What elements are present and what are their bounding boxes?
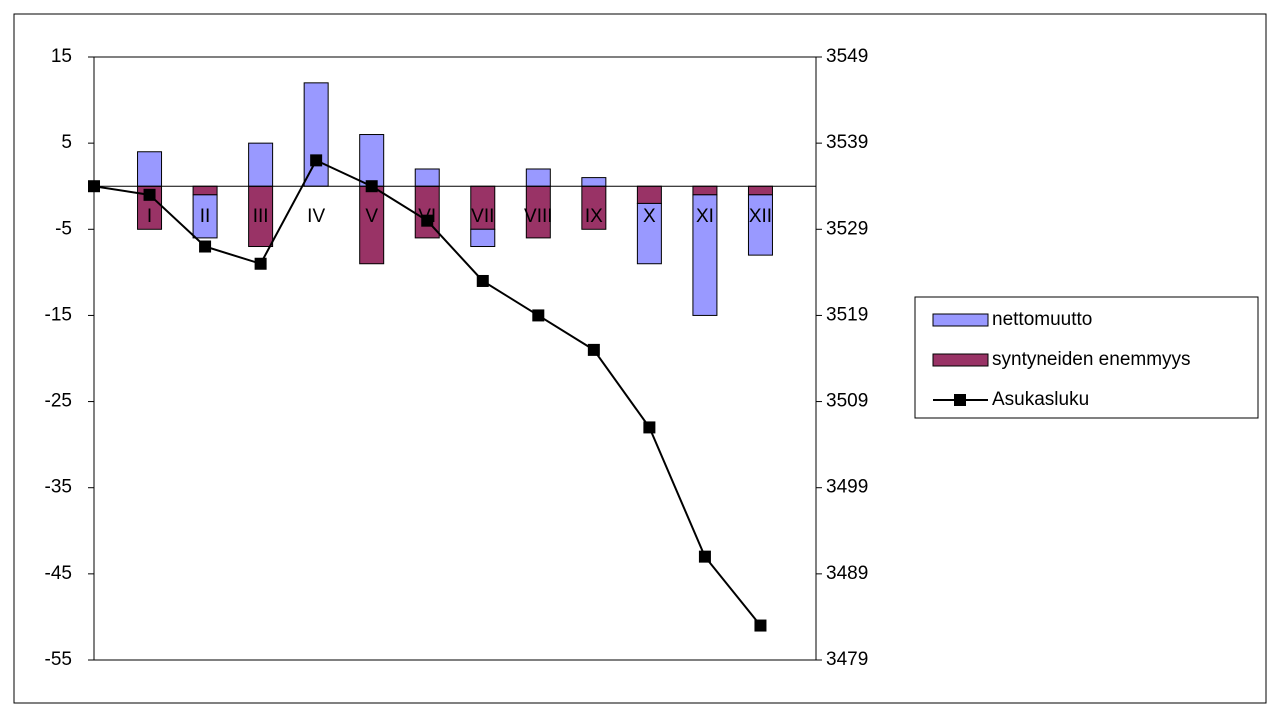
marker xyxy=(476,274,489,287)
bar xyxy=(581,177,607,187)
legend-marker xyxy=(954,394,966,406)
bar xyxy=(414,168,440,187)
bar xyxy=(359,185,385,265)
marker xyxy=(88,180,100,193)
x-tick-label: XII xyxy=(749,206,772,227)
bar xyxy=(248,185,274,248)
bar xyxy=(525,168,551,187)
y-tick-label: -5 xyxy=(55,218,72,239)
y-tick-label: -55 xyxy=(45,649,72,670)
y-tick-label: 15 xyxy=(51,46,72,67)
legend-swatch xyxy=(932,313,989,327)
marker xyxy=(643,421,656,434)
plot-area xyxy=(93,56,817,661)
marker xyxy=(365,180,378,193)
y2-tick-label: 3479 xyxy=(826,649,868,670)
x-tick-label: IV xyxy=(307,206,325,227)
marker xyxy=(754,619,767,632)
marker xyxy=(587,343,600,356)
bar xyxy=(303,82,329,187)
marker xyxy=(254,257,267,270)
x-tick-label: III xyxy=(253,206,269,227)
marker xyxy=(199,240,212,253)
y2-tick-label: 3509 xyxy=(826,391,868,412)
y-tick-label: -35 xyxy=(45,477,72,498)
marker xyxy=(310,154,323,167)
legend-swatch xyxy=(932,353,989,367)
legend-label: nettomuutto xyxy=(992,309,1092,330)
x-tick-label: VII xyxy=(471,206,494,227)
y2-tick-label: 3549 xyxy=(826,46,868,67)
bar xyxy=(581,185,607,230)
y-tick-label: -15 xyxy=(45,304,72,325)
legend-label: syntyneiden enemmyys xyxy=(992,349,1191,370)
bar xyxy=(525,185,551,239)
y-tick-label: 5 xyxy=(61,132,72,153)
bar xyxy=(747,185,773,196)
marker xyxy=(421,214,434,227)
bar xyxy=(636,202,662,265)
bar xyxy=(192,194,218,239)
x-tick-label: I xyxy=(147,206,152,227)
bar xyxy=(248,142,274,187)
bar xyxy=(137,151,163,187)
x-tick-label: V xyxy=(365,206,378,227)
y2-tick-label: 3529 xyxy=(826,218,868,239)
y-tick-label: -25 xyxy=(45,391,72,412)
bar xyxy=(192,185,218,196)
x-tick-label: VIII xyxy=(524,206,553,227)
bar xyxy=(692,194,718,316)
y2-tick-label: 3499 xyxy=(826,477,868,498)
marker xyxy=(143,188,156,201)
x-tick-label: XI xyxy=(696,206,714,227)
y2-tick-label: 3519 xyxy=(826,304,868,325)
bar xyxy=(359,134,385,187)
y-tick-label: -45 xyxy=(45,563,72,584)
x-tick-label: X xyxy=(643,206,656,227)
bar xyxy=(470,228,496,248)
legend-label: Asukasluku xyxy=(992,389,1089,410)
bar xyxy=(636,185,662,204)
marker xyxy=(532,309,545,322)
x-tick-label: II xyxy=(200,206,211,227)
y2-tick-label: 3489 xyxy=(826,563,868,584)
y2-tick-label: 3539 xyxy=(826,132,868,153)
bar xyxy=(747,194,773,256)
x-tick-label: IX xyxy=(585,206,603,227)
marker xyxy=(698,550,711,563)
bar xyxy=(692,185,718,196)
